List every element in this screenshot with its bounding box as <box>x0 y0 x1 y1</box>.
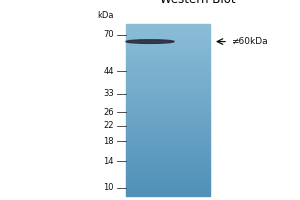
Bar <box>126 138 210 140</box>
Text: Western Blot: Western Blot <box>160 0 236 6</box>
Bar <box>126 112 210 114</box>
Ellipse shape <box>126 40 174 43</box>
Bar <box>126 56 210 58</box>
Bar <box>126 41 210 43</box>
Bar <box>126 95 210 97</box>
Bar <box>126 168 210 170</box>
Text: 26: 26 <box>103 108 114 117</box>
Text: ≠60kDa: ≠60kDa <box>231 37 268 46</box>
Bar <box>126 116 210 119</box>
Bar <box>126 101 210 104</box>
Bar <box>126 28 210 30</box>
Bar <box>126 67 210 69</box>
Bar <box>126 50 210 52</box>
Bar <box>126 159 210 162</box>
Bar <box>126 183 210 185</box>
Bar <box>126 155 210 157</box>
Bar <box>126 61 210 63</box>
Bar <box>126 123 210 125</box>
Bar <box>126 174 210 177</box>
Bar <box>126 185 210 187</box>
Bar <box>126 170 210 172</box>
Bar <box>126 80 210 82</box>
Bar <box>126 153 210 155</box>
Bar <box>126 91 210 93</box>
Bar <box>126 58 210 61</box>
Bar <box>126 52 210 54</box>
Bar <box>126 48 210 50</box>
Bar <box>126 76 210 78</box>
Bar <box>126 177 210 179</box>
Bar <box>126 125 210 127</box>
Bar <box>126 39 210 41</box>
Bar <box>126 69 210 71</box>
Bar <box>126 187 210 190</box>
Bar <box>126 37 210 39</box>
Text: 18: 18 <box>103 137 114 146</box>
Bar <box>126 149 210 151</box>
Bar <box>126 114 210 116</box>
Bar <box>126 166 210 168</box>
Text: 70: 70 <box>103 30 114 39</box>
Bar <box>126 54 210 56</box>
Bar <box>126 99 210 101</box>
Bar <box>126 134 210 136</box>
Bar <box>126 104 210 106</box>
Text: 44: 44 <box>103 67 114 76</box>
Bar <box>126 151 210 153</box>
Bar <box>126 192 210 194</box>
Bar <box>126 108 210 110</box>
Text: 22: 22 <box>103 121 114 130</box>
Bar <box>126 140 210 142</box>
Bar <box>126 43 210 46</box>
Bar <box>126 63 210 65</box>
Bar <box>126 30 210 33</box>
Bar <box>126 35 210 37</box>
Bar <box>126 86 210 88</box>
Bar <box>126 73 210 76</box>
Bar <box>126 93 210 95</box>
Text: 10: 10 <box>103 183 114 192</box>
Bar <box>126 144 210 147</box>
Bar <box>126 136 210 138</box>
Bar <box>126 129 210 132</box>
Bar <box>126 147 210 149</box>
Bar <box>126 181 210 183</box>
Bar <box>126 33 210 35</box>
Bar <box>126 164 210 166</box>
Bar <box>126 24 210 26</box>
Bar <box>126 162 210 164</box>
Bar <box>126 119 210 121</box>
Bar <box>126 142 210 144</box>
Bar <box>126 88 210 91</box>
Bar <box>126 179 210 181</box>
Bar <box>126 26 210 28</box>
Bar <box>126 121 210 123</box>
Bar <box>126 46 210 48</box>
Bar <box>126 97 210 99</box>
Bar <box>126 82 210 84</box>
Text: kDa: kDa <box>98 11 114 21</box>
Text: 33: 33 <box>103 89 114 98</box>
Bar <box>126 84 210 86</box>
Bar <box>126 172 210 174</box>
Bar <box>126 71 210 73</box>
Bar <box>126 190 210 192</box>
Bar <box>126 106 210 108</box>
Bar <box>126 194 210 196</box>
Bar <box>126 157 210 159</box>
Bar <box>126 132 210 134</box>
Bar <box>126 127 210 129</box>
Bar <box>126 78 210 80</box>
Bar <box>126 110 210 112</box>
Bar <box>126 65 210 67</box>
Text: 14: 14 <box>103 157 114 166</box>
